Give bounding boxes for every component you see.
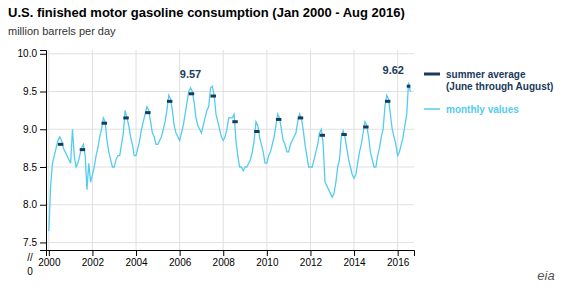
x-grid-line: [266, 50, 267, 250]
y-tick-label: 7.5: [23, 237, 37, 248]
x-tick-mark: [136, 250, 137, 256]
legend-label: summer average(June through August): [446, 69, 553, 93]
summer-average-bar: [363, 125, 368, 128]
summer-average-bar: [232, 120, 237, 123]
y-tick: 9.5: [23, 86, 46, 97]
legend-item: monthly values: [424, 104, 519, 115]
y-tick-label: 9.0: [23, 124, 37, 135]
summer-average-bar: [341, 133, 346, 136]
y-tick-mark: [40, 205, 46, 206]
summer-average-bar: [276, 118, 281, 121]
y-break-tick-label: 0: [27, 266, 33, 277]
y-tick: 9.0: [23, 124, 46, 135]
data-marks: [49, 82, 411, 231]
x-tick-mark: [267, 250, 268, 256]
y-grid-line: [46, 204, 414, 205]
x-grid-line: [92, 50, 93, 250]
y-tick: 8.5: [23, 162, 46, 173]
chart: U.S. finished motor gasoline consumption…: [0, 0, 576, 290]
y-tick-label: 9.5: [23, 86, 37, 97]
x-tick-mark: [398, 250, 399, 256]
summer-average-bar: [167, 100, 172, 103]
plot: 2000 2002 2004 2006 2008 2010 2012 2014 2016 7.5 8…: [18, 48, 415, 268]
summer-average-bar: [407, 85, 411, 88]
x-tick-label: 2012: [300, 257, 323, 268]
y-axis: 7.5 8.0 8.5 9.0 9.5 10.0: [18, 48, 47, 250]
x-tick-mark: [180, 250, 181, 256]
x-tick: 2008: [213, 250, 236, 268]
grid: [46, 50, 414, 250]
y-tick-label: 8.0: [23, 199, 37, 210]
x-tick: 2016: [387, 250, 410, 268]
x-tick-label: 2006: [169, 257, 192, 268]
y-tick-label: 8.5: [23, 162, 37, 173]
summer-average-bar: [211, 95, 216, 98]
summer-average-bar: [58, 143, 63, 146]
x-tick-label: 2014: [343, 257, 366, 268]
x-tick-label: 2004: [125, 257, 148, 268]
x-axis: 2000 2002 2004 2006 2008 2010 2012 2014 2016: [38, 250, 414, 268]
x-tick-label: 2000: [38, 257, 61, 268]
summer-average-bar: [102, 122, 107, 125]
x-tick: 2004: [125, 250, 148, 268]
monthly-line: [49, 82, 411, 231]
summer-average-bar: [80, 148, 85, 151]
y-tick-mark: [40, 54, 46, 55]
x-tick-mark: [223, 250, 224, 256]
summer-average-bar: [123, 116, 128, 119]
x-tick: 2014: [343, 250, 366, 268]
legend-swatch: [424, 108, 440, 110]
y-tick-mark: [40, 92, 46, 93]
annotation: 9.62: [383, 64, 404, 76]
x-tick-label: 2008: [213, 257, 236, 268]
x-tick-mark: [310, 250, 311, 256]
y-tick-mark: [40, 242, 46, 243]
legend-swatch: [424, 73, 440, 76]
annotation: 9.57: [180, 68, 201, 80]
legend-label: monthly values: [446, 104, 519, 115]
summer-average-bar: [320, 134, 325, 137]
y-grid-line: [46, 91, 414, 92]
y-tick: 8.0: [23, 199, 46, 210]
x-tick: 2000: [38, 250, 61, 268]
x-tick-label: 2002: [82, 257, 105, 268]
x-tick-mark: [354, 250, 355, 256]
y-grid-line: [46, 166, 414, 167]
axis-break: //: [27, 252, 33, 263]
summer-average-bar: [385, 100, 390, 103]
x-tick: 2006: [169, 250, 192, 268]
x-tick-mark: [92, 250, 93, 256]
y-tick: 10.0: [18, 48, 46, 59]
credit: eia: [537, 268, 554, 283]
x-tick-label: 2010: [256, 257, 279, 268]
x-axis-line: [47, 251, 415, 257]
x-grid-line: [136, 50, 137, 250]
summer-average-bar: [254, 130, 259, 133]
y-grid-line: [46, 53, 414, 54]
y-tick-label: 10.0: [18, 48, 38, 59]
summer-average-bar: [298, 116, 303, 119]
legend: summer average(June through August) month…: [424, 69, 553, 115]
y-tick: 7.5: [23, 237, 46, 248]
title: U.S. finished motor gasoline consumption…: [8, 5, 405, 20]
x-tick: 2010: [256, 250, 279, 268]
x-tick: 2002: [82, 250, 105, 268]
x-grid-line: [223, 50, 224, 250]
legend-item: summer average(June through August): [424, 69, 553, 93]
y-tick-mark: [40, 167, 46, 168]
x-tick-label: 2016: [387, 257, 410, 268]
y-tick-mark: [40, 129, 46, 130]
y-grid-line: [46, 242, 414, 243]
x-tick-mark: [49, 250, 50, 256]
summer-average-bar: [189, 92, 194, 95]
summer-average-bar: [145, 111, 150, 114]
y-axis-line: [40, 51, 47, 251]
annotations: 9.57 9.62: [180, 64, 404, 80]
x-grid-line: [354, 50, 355, 250]
x-tick: 2012: [300, 250, 323, 268]
x-grid-line: [310, 50, 311, 250]
y-axis-title: million barrels per day: [8, 25, 116, 37]
